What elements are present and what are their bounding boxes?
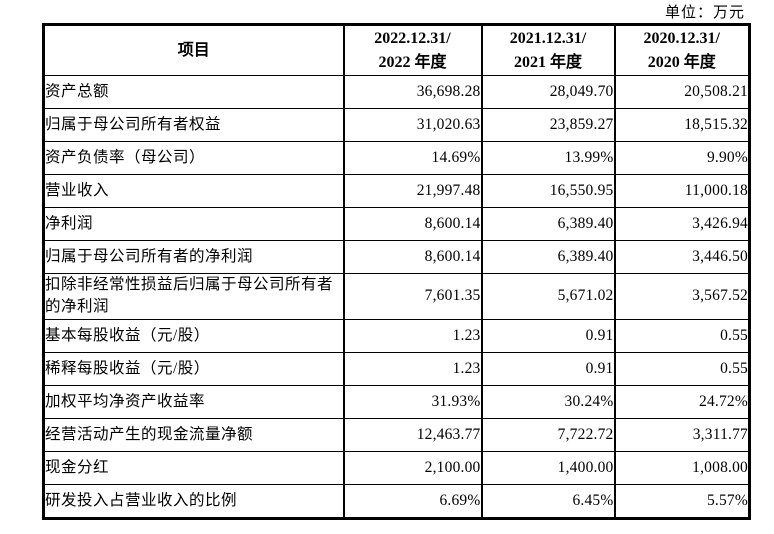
table-row: 稀释每股收益（元/股） 1.23 0.91 0.55 bbox=[42, 351, 751, 386]
cell-value: 18,515.32 bbox=[613, 108, 751, 142]
cell-value: 9.90% bbox=[613, 141, 751, 175]
row-label: 资产总额 bbox=[42, 75, 345, 109]
cell-value: 13.99% bbox=[480, 141, 616, 175]
column-header: 2020.12.31/ 2020 年度 bbox=[613, 24, 751, 76]
cell-value: 5.57% bbox=[613, 483, 751, 519]
cell-value: 3,567.52 bbox=[613, 273, 751, 320]
column-header: 2021.12.31/ 2021 年度 bbox=[480, 24, 616, 76]
row-label: 归属于母公司所有者权益 bbox=[42, 108, 345, 142]
row-label: 扣除非经常性损益后归属于母公司所有者的净利润 bbox=[42, 273, 345, 320]
unit-label: 单位：万元 bbox=[664, 5, 745, 21]
cell-value: 8,600.14 bbox=[342, 207, 483, 241]
cell-value: 21,997.48 bbox=[342, 174, 483, 208]
cell-value: 6,389.40 bbox=[480, 240, 616, 274]
header-row: 项目 2022.12.31/ 2022 年度 2021.12.31/ 2021 年度… bbox=[42, 24, 751, 76]
row-label: 加权平均净资产收益率 bbox=[42, 384, 345, 419]
row-label: 净利润 bbox=[42, 207, 345, 241]
cell-value: 24.72% bbox=[613, 384, 751, 419]
row-label: 资产负债率（母公司） bbox=[42, 141, 345, 175]
table-row: 资产总额 36,698.28 28,049.70 20,508.21 bbox=[42, 75, 751, 109]
cell-value: 1,400.00 bbox=[480, 450, 616, 485]
row-label: 基本每股收益（元/股） bbox=[42, 318, 345, 353]
table-row: 扣除非经常性损益后归属于母公司所有者的净利润 7,601.35 5,671.02… bbox=[42, 273, 751, 320]
cell-value: 0.55 bbox=[613, 318, 751, 353]
cell-value: 16,550.95 bbox=[480, 174, 616, 208]
cell-value: 7,601.35 bbox=[342, 273, 483, 320]
cell-value: 11,000.18 bbox=[613, 174, 751, 208]
cell-value: 6.45% bbox=[480, 483, 616, 519]
cell-value: 5,671.02 bbox=[480, 273, 616, 320]
cell-value: 14.69% bbox=[342, 141, 483, 175]
row-label: 研发投入占营业收入的比例 bbox=[42, 483, 345, 519]
table-row: 归属于母公司所有者的净利润 8,600.14 6,389.40 3,446.50 bbox=[42, 240, 751, 274]
table-row: 现金分红 2,100.00 1,400.00 1,008.00 bbox=[42, 450, 751, 485]
row-label: 营业收入 bbox=[42, 174, 345, 208]
cell-value: 0.55 bbox=[613, 351, 751, 386]
cell-value: 12,463.77 bbox=[342, 417, 483, 452]
cell-value: 3,426.94 bbox=[613, 207, 751, 241]
table-row: 资产负债率（母公司） 14.69% 13.99% 9.90% bbox=[42, 141, 751, 175]
table-row: 营业收入 21,997.48 16,550.95 11,000.18 bbox=[42, 174, 751, 208]
cell-value: 6.69% bbox=[342, 483, 483, 519]
cell-value: 31.93% bbox=[342, 384, 483, 419]
cell-value: 8,600.14 bbox=[342, 240, 483, 274]
cell-value: 31,020.63 bbox=[342, 108, 483, 142]
cell-value: 2,100.00 bbox=[342, 450, 483, 485]
cell-value: 0.91 bbox=[480, 318, 616, 353]
column-header: 项目 bbox=[42, 24, 345, 76]
cell-value: 23,859.27 bbox=[480, 108, 616, 142]
cell-value: 7,722.72 bbox=[480, 417, 616, 452]
table-row: 归属于母公司所有者权益 31,020.63 23,859.27 18,515.3… bbox=[42, 108, 751, 142]
cell-value: 20,508.21 bbox=[613, 75, 751, 109]
cell-value: 1.23 bbox=[342, 351, 483, 386]
table-row: 加权平均净资产收益率 31.93% 30.24% 24.72% bbox=[42, 384, 751, 419]
row-label: 现金分红 bbox=[42, 450, 345, 485]
cell-value: 3,311.77 bbox=[613, 417, 751, 452]
cell-value: 1.23 bbox=[342, 318, 483, 353]
cell-value: 1,008.00 bbox=[613, 450, 751, 485]
financial-summary-table: 项目 2022.12.31/ 2022 年度 2021.12.31/ 2021 年度… bbox=[42, 23, 751, 520]
table-row: 基本每股收益（元/股） 1.23 0.91 0.55 bbox=[42, 318, 751, 353]
cell-value: 28,049.70 bbox=[480, 75, 616, 109]
cell-value: 0.91 bbox=[480, 351, 616, 386]
cell-value: 36,698.28 bbox=[342, 75, 483, 109]
cell-value: 3,446.50 bbox=[613, 240, 751, 274]
table-row: 净利润 8,600.14 6,389.40 3,426.94 bbox=[42, 207, 751, 241]
row-label: 经营活动产生的现金流量净额 bbox=[42, 417, 345, 452]
cell-value: 30.24% bbox=[480, 384, 616, 419]
row-label: 稀释每股收益（元/股） bbox=[42, 351, 345, 386]
table-row: 研发投入占营业收入的比例 6.69% 6.45% 5.57% bbox=[42, 483, 751, 519]
table-row: 经营活动产生的现金流量净额 12,463.77 7,722.72 3,311.7… bbox=[42, 417, 751, 452]
row-label: 归属于母公司所有者的净利润 bbox=[42, 240, 345, 274]
cell-value: 6,389.40 bbox=[480, 207, 616, 241]
column-header: 2022.12.31/ 2022 年度 bbox=[342, 24, 483, 76]
